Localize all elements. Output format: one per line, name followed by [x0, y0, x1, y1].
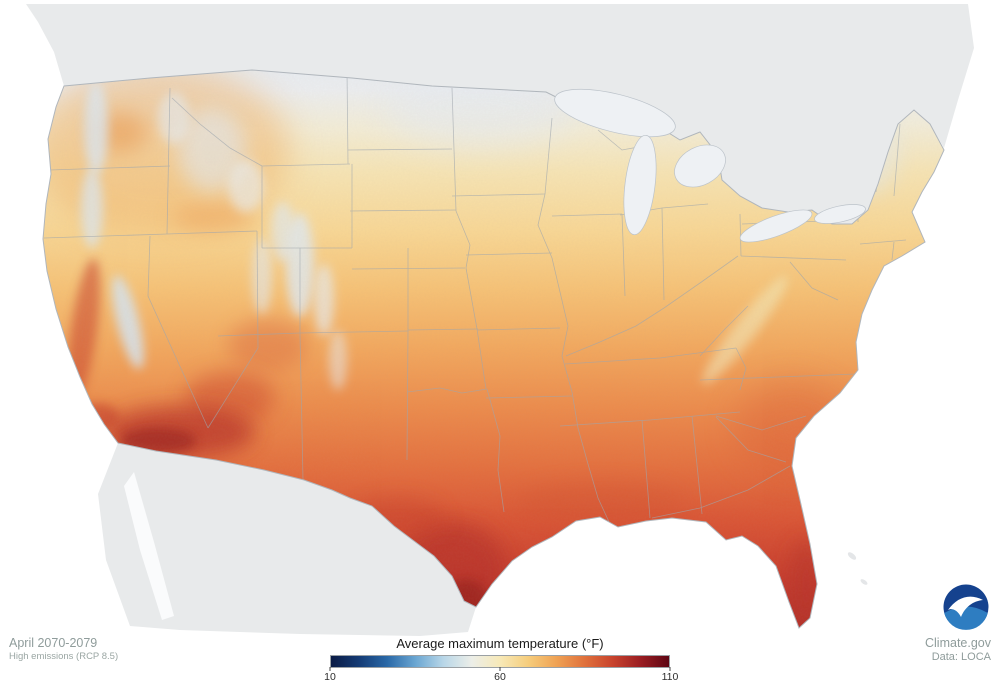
- gulf-of-california: [124, 472, 174, 620]
- map-period: April 2070-2079: [9, 636, 98, 650]
- noaa-logo-wave: [944, 606, 988, 630]
- offshore-islands: [847, 552, 868, 585]
- tick-mark-mid: [499, 667, 501, 671]
- lake-ontario: [814, 204, 866, 224]
- canada-landmass: [26, 4, 974, 224]
- us-border: [42, 69, 945, 629]
- colorbar-ticks: 10 60 110: [324, 667, 678, 683]
- mexico-landmass: [98, 443, 476, 636]
- colorbar-tick-max: 110: [661, 671, 679, 683]
- colorbar-tick-min: 10: [324, 671, 336, 683]
- map-caption-left: April 2070-2079 High emissions (RCP 8.5): [9, 636, 118, 663]
- colorbar-tick-mid: 60: [494, 671, 506, 683]
- legend-title: Average maximum temperature (°F): [396, 636, 604, 651]
- lake-erie: [739, 209, 813, 243]
- credit-site: Climate.gov: [925, 636, 991, 650]
- tick-mark-min: [329, 667, 331, 671]
- noaa-logo-bird: [948, 596, 983, 617]
- lake-huron: [674, 144, 726, 188]
- noaa-logo: [943, 584, 989, 630]
- credit-data: Data: LOCA: [931, 651, 991, 663]
- lake-superior: [554, 88, 676, 138]
- lake-michigan: [623, 134, 657, 236]
- great-lakes: [554, 88, 866, 243]
- temperature-legend: Average maximum temperature (°F) 10 60 1…: [324, 636, 678, 683]
- tick-mark-max: [669, 667, 671, 671]
- map-credits: Climate.gov Data: LOCA: [925, 636, 991, 664]
- map-scenario: High emissions (RCP 8.5): [9, 651, 119, 662]
